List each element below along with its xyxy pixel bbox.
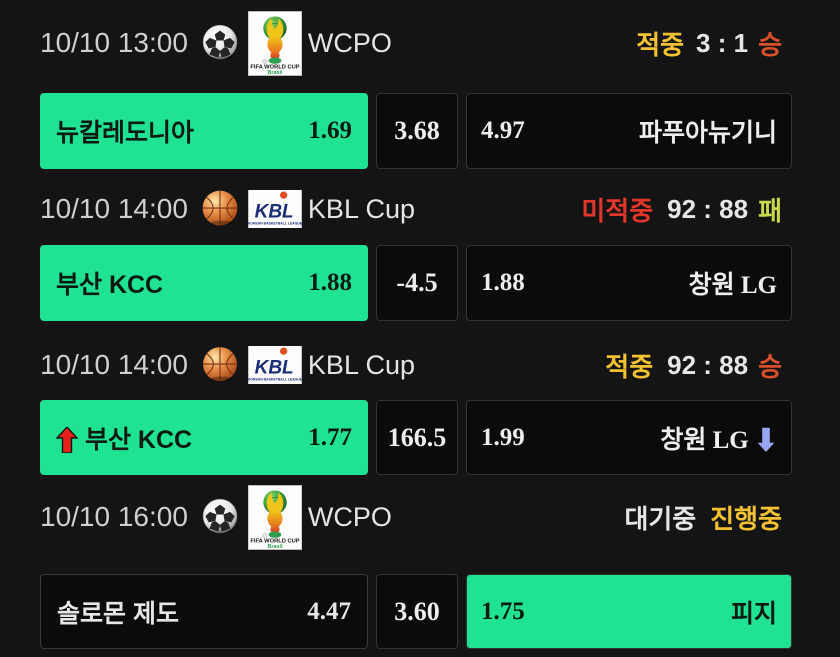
svg-text:KBL: KBL — [255, 358, 294, 379]
svg-text:KOREAN BASKETBALL LEAGUE: KOREAN BASKETBALL LEAGUE — [248, 378, 302, 382]
svg-text:KBL: KBL — [255, 202, 294, 223]
svg-text:Brasil: Brasil — [267, 70, 282, 76]
svg-text:KOREAN BASKETBALL LEAGUE: KOREAN BASKETBALL LEAGUE — [248, 222, 302, 226]
svg-text:Brasil: Brasil — [267, 544, 282, 550]
